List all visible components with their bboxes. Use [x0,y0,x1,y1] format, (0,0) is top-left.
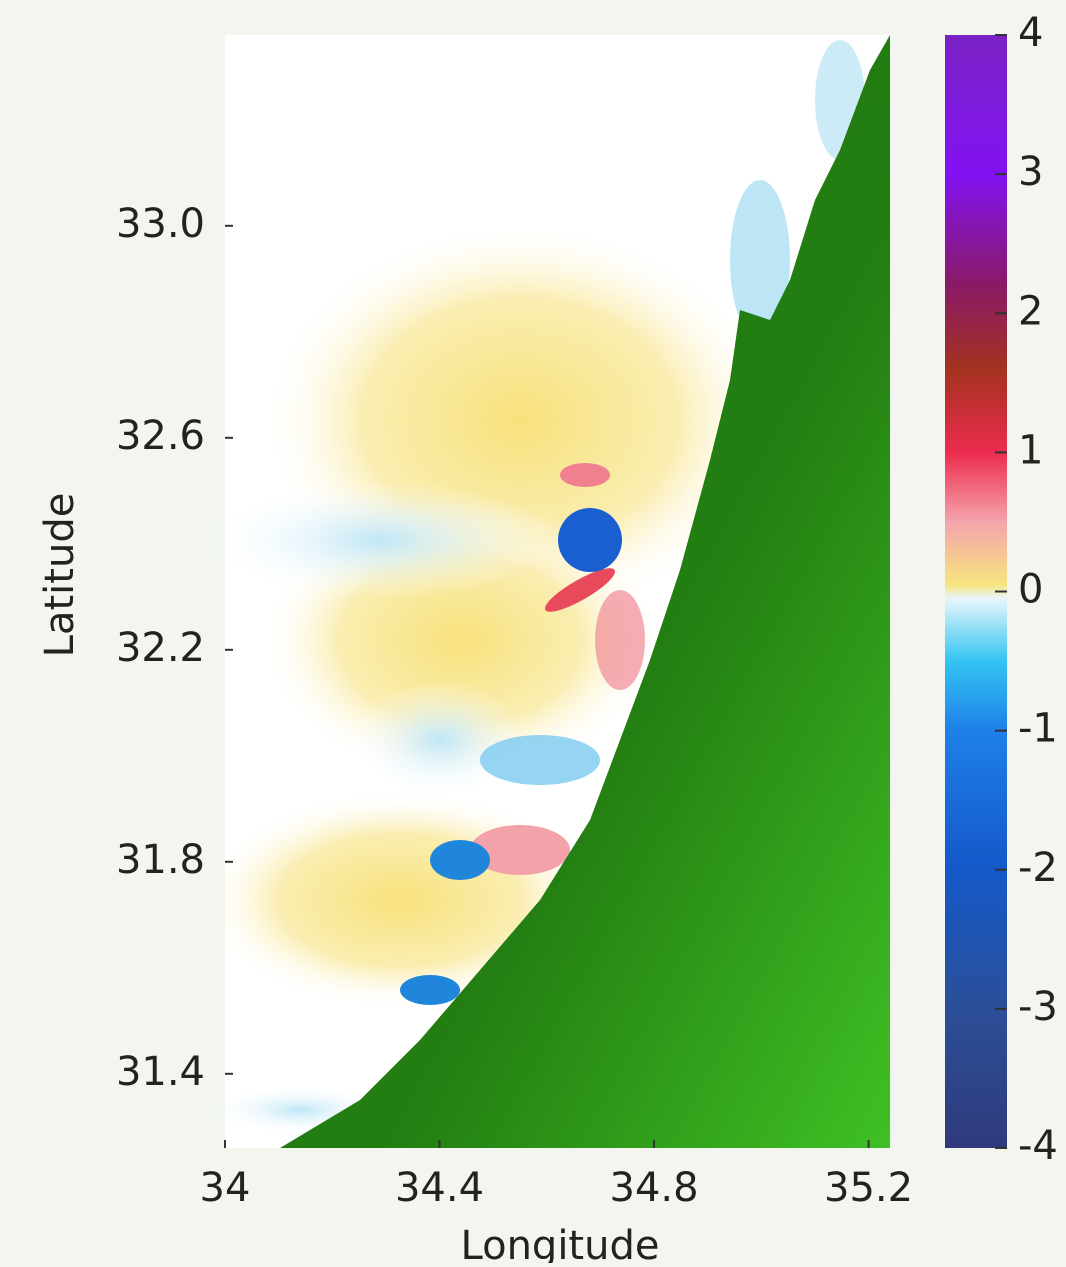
map-field [200,35,890,1148]
x-tick-label: 34.4 [395,1165,484,1211]
colorbar-tick-label: 0 [1018,567,1043,613]
y-tick-label: 31.4 [116,1049,205,1095]
colorbar-tick-label: -1 [1018,706,1058,752]
colorbar-tick-label: -2 [1018,845,1058,891]
x-tick-label: 34.8 [610,1165,699,1211]
y-tick-label: 31.8 [116,837,205,883]
x-axis-label: Longitude [461,1223,660,1263]
land [280,35,890,1148]
colorbar-tick-label: -4 [1018,1123,1058,1169]
colorbar-tick-label: 2 [1018,288,1043,334]
colorbar-tick-label: 4 [1018,10,1043,56]
y-axis-label: Latitude [37,493,83,658]
y-tick-label: 32.2 [116,625,205,671]
x-tick-label: 35.2 [824,1165,913,1211]
y-tick-label: 32.6 [116,413,205,459]
x-tick-label: 34 [200,1165,251,1211]
colorbar-tick-label: 3 [1018,149,1043,195]
colorbar-tick-label: -3 [1018,984,1058,1030]
colorbar-tick-label: 1 [1018,427,1043,473]
y-tick-label: 33.0 [116,201,205,247]
